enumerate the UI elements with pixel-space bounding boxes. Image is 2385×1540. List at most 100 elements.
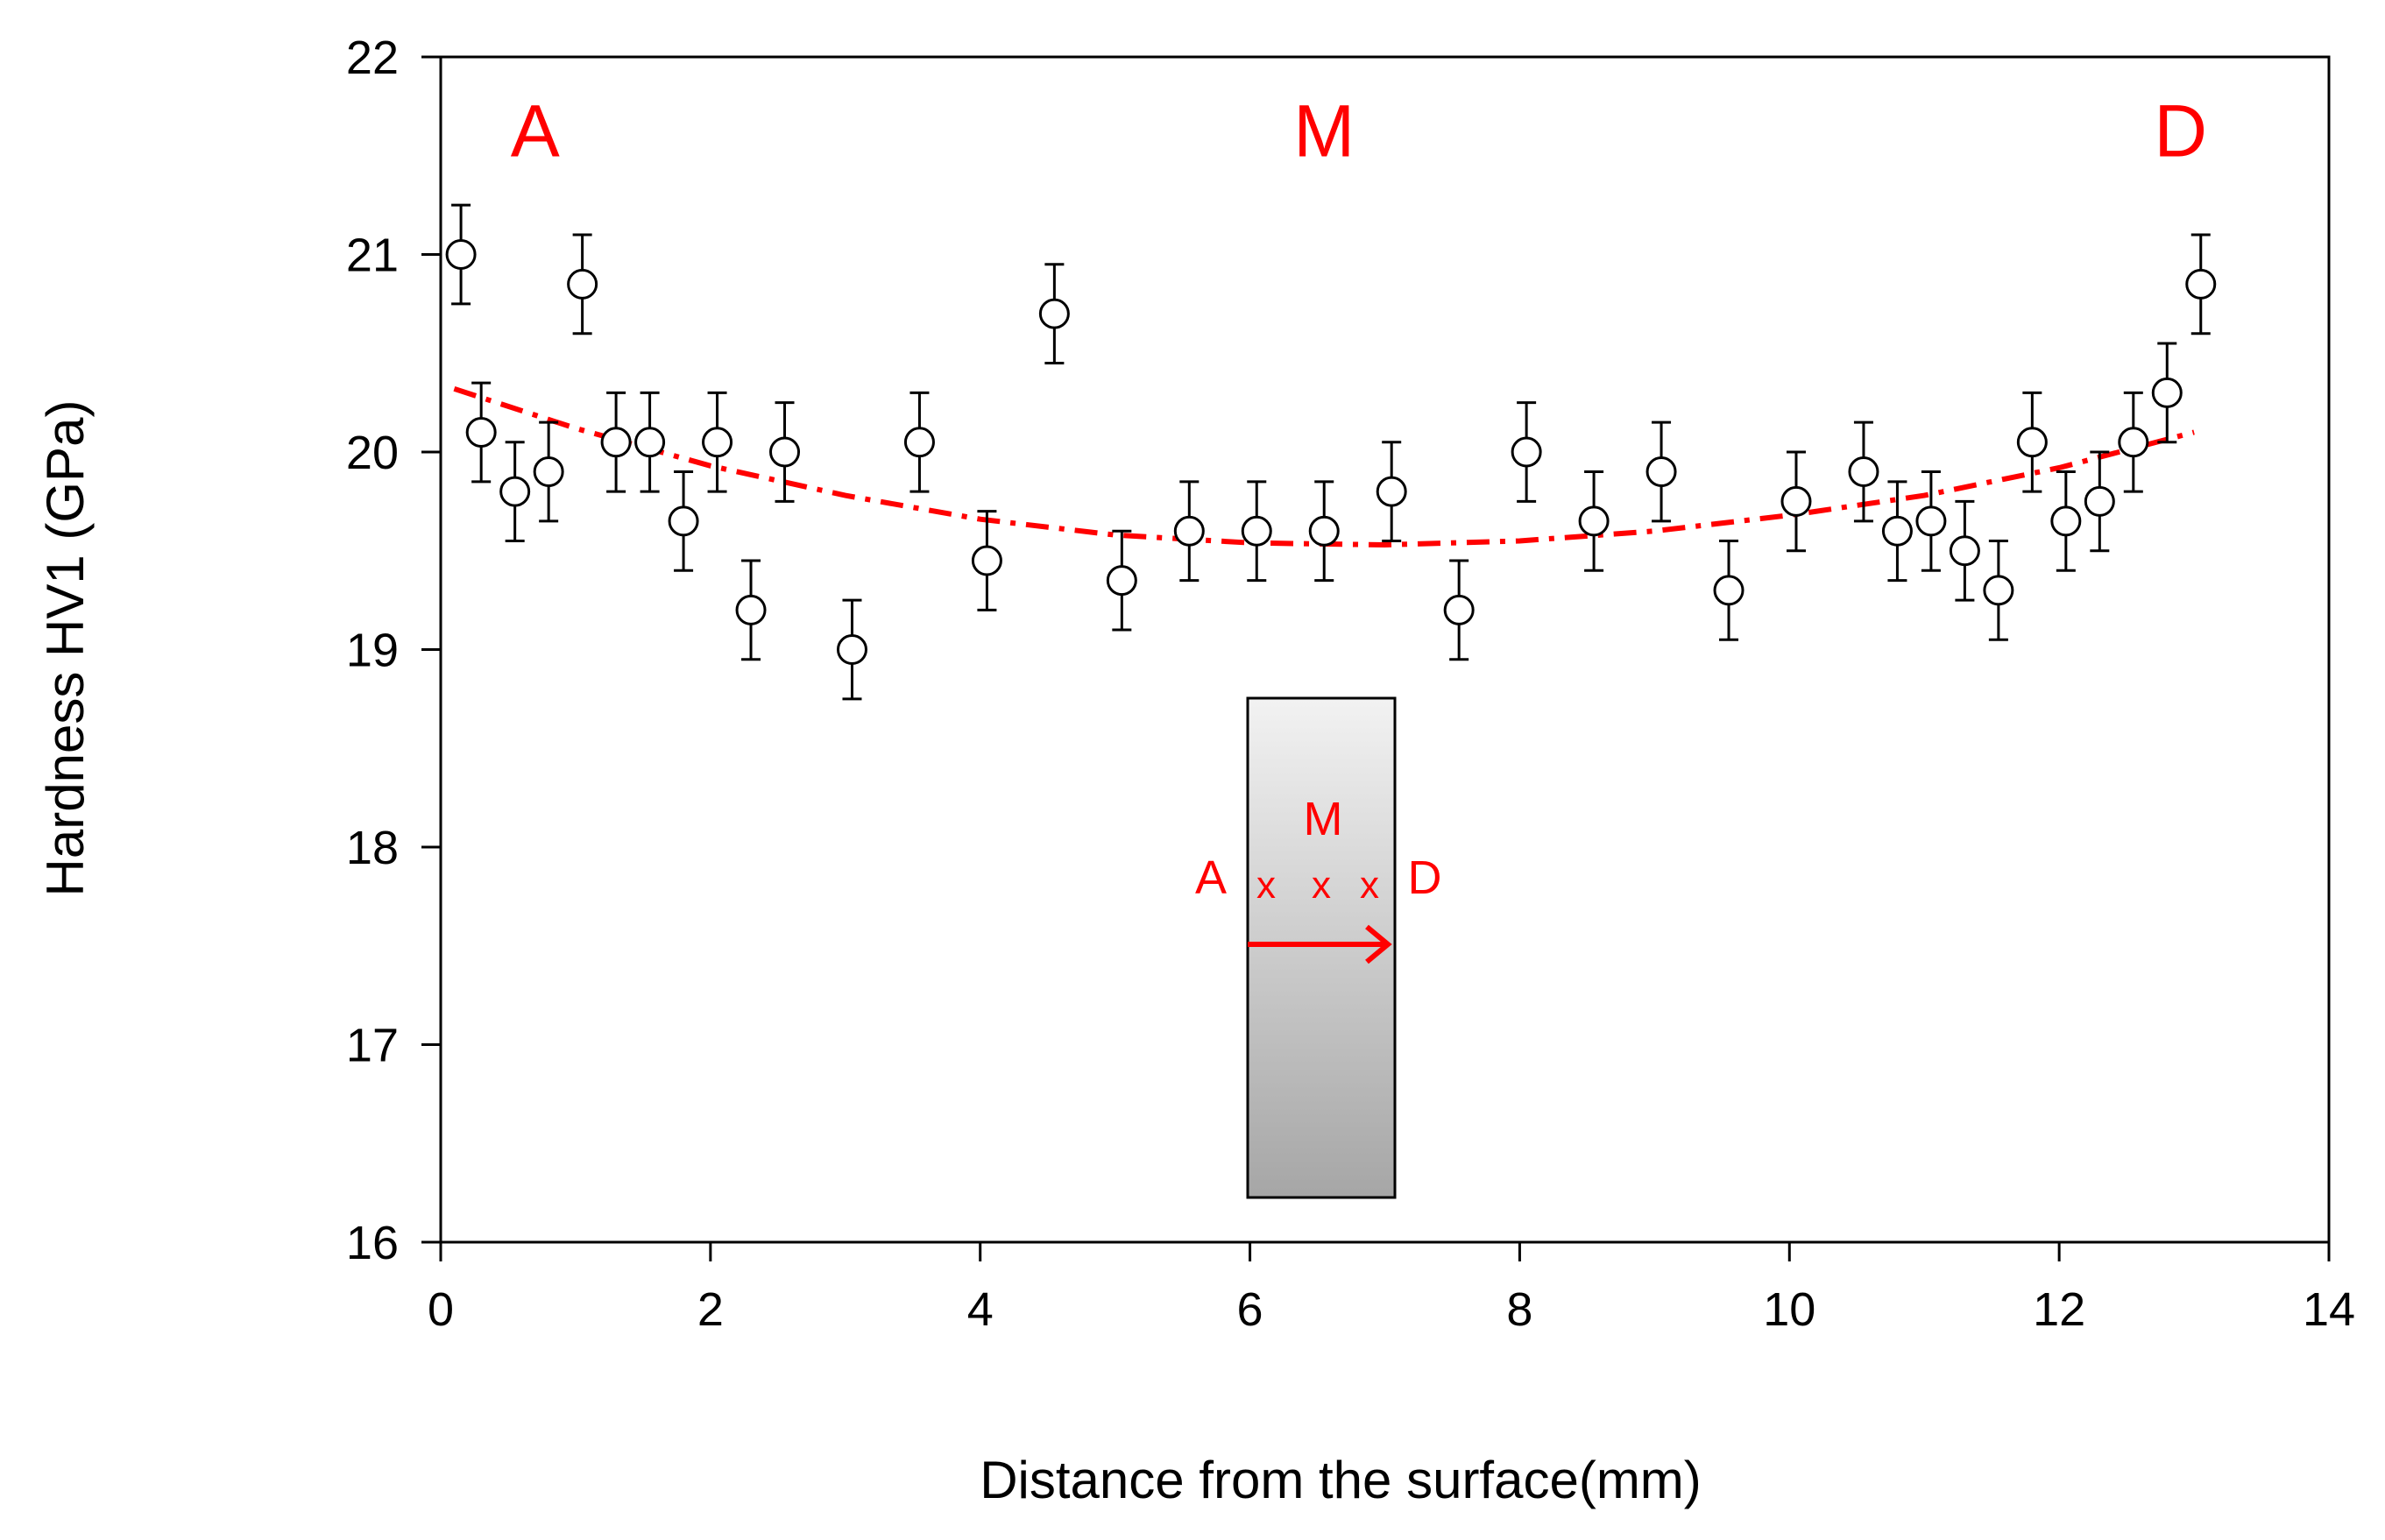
region-label: A [511, 90, 560, 173]
data-point [1983, 539, 2014, 641]
inset-marker-d: x [1360, 864, 1379, 907]
marker [971, 545, 1002, 576]
marker [634, 427, 666, 458]
marker [567, 268, 598, 300]
data-point [1511, 401, 1542, 503]
specimen-inset: M A D x x x [1195, 696, 1442, 1199]
data-point [971, 510, 1002, 611]
marker [668, 505, 699, 537]
inset-marker-m: x [1312, 864, 1331, 907]
data-point [702, 391, 733, 493]
data-points [445, 203, 2217, 701]
data-point [1173, 480, 1205, 583]
data-point [2084, 450, 2115, 553]
inset-label-d: D [1408, 851, 1442, 904]
data-point [567, 233, 598, 336]
data-point [2185, 233, 2217, 336]
data-point [1949, 499, 1980, 602]
marker [1949, 535, 1980, 567]
marker [465, 416, 497, 448]
marker [1578, 505, 1610, 537]
x-tick-label: 4 [967, 1283, 994, 1336]
y-tick-label: 21 [346, 230, 399, 282]
marker [533, 456, 564, 488]
inset-marker-a: x [1256, 864, 1276, 907]
data-point [1645, 420, 1677, 523]
data-point [2151, 342, 2183, 444]
x-tick-label: 8 [1506, 1283, 1532, 1336]
data-point [2118, 391, 2149, 493]
marker [2118, 427, 2149, 458]
marker [1308, 515, 1340, 547]
specimen-bar [1246, 696, 1397, 1199]
y-tick-label: 18 [346, 822, 399, 874]
data-point [533, 420, 564, 523]
marker [499, 476, 531, 507]
data-point [1848, 420, 1879, 523]
data-point [1106, 529, 1137, 632]
inset-label-a: A [1195, 851, 1227, 904]
marker [1173, 515, 1205, 547]
data-point [1443, 559, 1475, 661]
y-tick-label: 17 [346, 1020, 399, 1072]
data-point [1578, 470, 1610, 572]
data-point [1308, 480, 1340, 583]
marker [1848, 456, 1879, 488]
data-point [836, 598, 867, 701]
marker [1713, 575, 1745, 606]
data-point [445, 203, 477, 306]
y-tick-label: 20 [346, 427, 399, 479]
data-point [1713, 539, 1745, 641]
y-axis-title: Hardness HV1 (GPa) [36, 400, 95, 897]
data-point [769, 401, 801, 503]
data-point [735, 559, 767, 661]
data-point [499, 441, 531, 542]
marker [1780, 485, 1812, 517]
data-point [1376, 441, 1407, 542]
x-tick-label: 6 [1237, 1283, 1263, 1336]
inset-label-m: M [1304, 793, 1343, 845]
marker [2185, 268, 2217, 300]
y-tick-label: 16 [346, 1217, 399, 1269]
data-point [1881, 480, 1913, 583]
x-tick-labels: 0 2 4 6 8 10 12 14 [428, 1283, 2355, 1336]
data-point [634, 391, 666, 493]
x-tick-label: 12 [2033, 1283, 2085, 1336]
marker [1376, 476, 1407, 507]
y-tick-labels: 16 17 18 19 20 21 22 [346, 32, 399, 1269]
x-axis-title: Distance from the surface(mm) [980, 1451, 1702, 1509]
marker [1511, 436, 1542, 468]
marker [1443, 594, 1475, 625]
marker [2016, 427, 2048, 458]
marker [2084, 485, 2115, 517]
x-tick-label: 14 [2303, 1283, 2355, 1336]
data-point [600, 391, 632, 493]
marker [445, 239, 477, 270]
marker [836, 634, 867, 665]
marker [1038, 298, 1070, 329]
data-point [668, 470, 699, 572]
x-tick-label: 10 [1763, 1283, 1815, 1336]
region-label: D [2154, 90, 2207, 173]
marker [600, 427, 632, 458]
data-point [903, 391, 935, 493]
marker [1645, 456, 1677, 488]
marker [1106, 565, 1137, 597]
data-point [465, 381, 497, 484]
region-label: M [1293, 90, 1355, 173]
y-tick-label: 22 [346, 32, 399, 84]
marker [769, 436, 801, 468]
marker [702, 427, 733, 458]
marker [735, 594, 767, 625]
data-point [1780, 450, 1812, 553]
marker [1915, 505, 1947, 537]
marker [1881, 515, 1913, 547]
marker [2151, 377, 2183, 408]
data-point [2050, 470, 2082, 572]
marker [1983, 575, 2014, 606]
data-point [1038, 263, 1070, 365]
y-tick-label: 19 [346, 625, 399, 677]
x-tick-label: 2 [697, 1283, 724, 1336]
